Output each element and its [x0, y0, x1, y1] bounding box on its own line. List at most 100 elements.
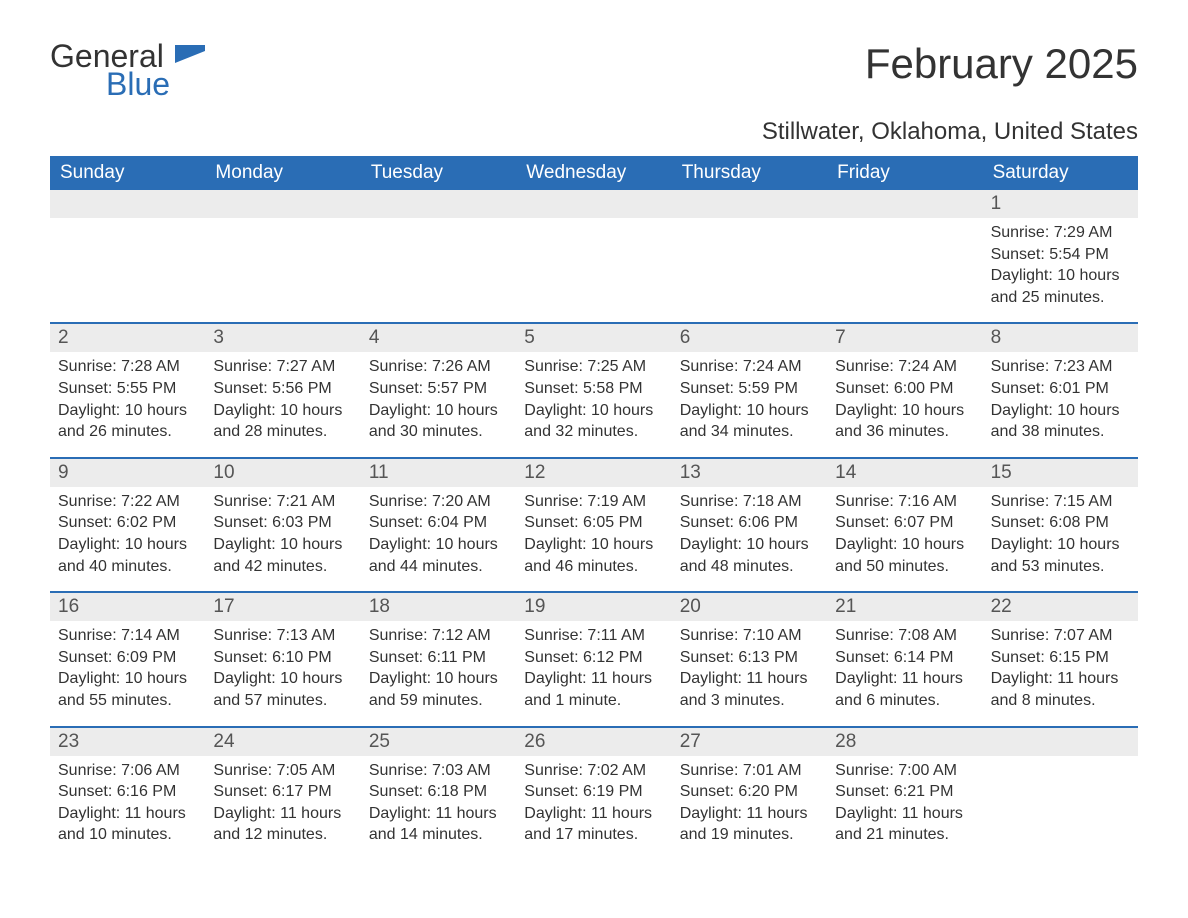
daylight-label: Daylight: 11 hours and 19 minutes. [680, 803, 819, 846]
day-number: 4 [361, 324, 516, 352]
daylight-label: Daylight: 10 hours and 53 minutes. [991, 534, 1130, 577]
logo-flag-icon [175, 38, 205, 74]
day-number: 21 [827, 593, 982, 621]
day-detail: Sunrise: 7:00 AMSunset: 6:21 PMDaylight:… [827, 756, 982, 846]
daylight-label: Daylight: 10 hours and 34 minutes. [680, 400, 819, 443]
daylight-label: Daylight: 10 hours and 30 minutes. [369, 400, 508, 443]
day-number-band: 16171819202122 [50, 591, 1138, 621]
daylight-label: Daylight: 10 hours and 55 minutes. [58, 668, 197, 711]
daylight-label: Daylight: 10 hours and 28 minutes. [213, 400, 352, 443]
day-number [516, 190, 671, 218]
sunset-label: Sunset: 6:14 PM [835, 647, 974, 669]
day-detail: Sunrise: 7:12 AMSunset: 6:11 PMDaylight:… [361, 621, 516, 711]
day-detail-row: Sunrise: 7:28 AMSunset: 5:55 PMDaylight:… [50, 352, 1138, 456]
day-number [672, 190, 827, 218]
sunset-label: Sunset: 6:17 PM [213, 781, 352, 803]
daylight-label: Daylight: 10 hours and 46 minutes. [524, 534, 663, 577]
week-row: 2345678Sunrise: 7:28 AMSunset: 5:55 PMDa… [50, 322, 1138, 456]
day-number: 12 [516, 459, 671, 487]
day-number: 24 [205, 728, 360, 756]
header: General Blue February 2025 [50, 40, 1138, 100]
day-detail [516, 218, 671, 308]
location-label: Stillwater, Oklahoma, United States [50, 118, 1138, 146]
day-number [983, 728, 1138, 756]
sunrise-label: Sunrise: 7:00 AM [835, 760, 974, 782]
sunrise-label: Sunrise: 7:27 AM [213, 356, 352, 378]
sunset-label: Sunset: 6:05 PM [524, 512, 663, 534]
day-detail [205, 218, 360, 308]
dow-saturday: Saturday [983, 156, 1138, 190]
day-number: 5 [516, 324, 671, 352]
day-number-band: 1 [50, 190, 1138, 218]
day-detail: Sunrise: 7:27 AMSunset: 5:56 PMDaylight:… [205, 352, 360, 442]
day-detail: Sunrise: 7:20 AMSunset: 6:04 PMDaylight:… [361, 487, 516, 577]
day-detail: Sunrise: 7:25 AMSunset: 5:58 PMDaylight:… [516, 352, 671, 442]
sunset-label: Sunset: 6:02 PM [58, 512, 197, 534]
day-number [205, 190, 360, 218]
sunset-label: Sunset: 6:06 PM [680, 512, 819, 534]
sunset-label: Sunset: 6:13 PM [680, 647, 819, 669]
day-detail-row: Sunrise: 7:14 AMSunset: 6:09 PMDaylight:… [50, 621, 1138, 725]
day-detail: Sunrise: 7:26 AMSunset: 5:57 PMDaylight:… [361, 352, 516, 442]
sunrise-label: Sunrise: 7:06 AM [58, 760, 197, 782]
daylight-label: Daylight: 10 hours and 57 minutes. [213, 668, 352, 711]
sunset-label: Sunset: 5:59 PM [680, 378, 819, 400]
sunset-label: Sunset: 6:07 PM [835, 512, 974, 534]
sunrise-label: Sunrise: 7:20 AM [369, 491, 508, 513]
page-title: February 2025 [865, 40, 1138, 88]
day-detail: Sunrise: 7:16 AMSunset: 6:07 PMDaylight:… [827, 487, 982, 577]
day-number: 2 [50, 324, 205, 352]
sunset-label: Sunset: 6:12 PM [524, 647, 663, 669]
day-number: 25 [361, 728, 516, 756]
sunrise-label: Sunrise: 7:21 AM [213, 491, 352, 513]
sunset-label: Sunset: 6:10 PM [213, 647, 352, 669]
title-block: February 2025 [865, 40, 1138, 88]
sunrise-label: Sunrise: 7:10 AM [680, 625, 819, 647]
sunset-label: Sunset: 6:19 PM [524, 781, 663, 803]
daylight-label: Daylight: 11 hours and 14 minutes. [369, 803, 508, 846]
sunrise-label: Sunrise: 7:28 AM [58, 356, 197, 378]
sunrise-label: Sunrise: 7:15 AM [991, 491, 1130, 513]
day-number: 13 [672, 459, 827, 487]
weeks-container: 1Sunrise: 7:29 AMSunset: 5:54 PMDaylight… [50, 190, 1138, 860]
day-detail: Sunrise: 7:15 AMSunset: 6:08 PMDaylight:… [983, 487, 1138, 577]
day-detail: Sunrise: 7:05 AMSunset: 6:17 PMDaylight:… [205, 756, 360, 846]
day-number: 1 [983, 190, 1138, 218]
sunrise-label: Sunrise: 7:11 AM [524, 625, 663, 647]
day-number-band: 2345678 [50, 322, 1138, 352]
day-detail [361, 218, 516, 308]
day-detail: Sunrise: 7:28 AMSunset: 5:55 PMDaylight:… [50, 352, 205, 442]
day-detail: Sunrise: 7:24 AMSunset: 6:00 PMDaylight:… [827, 352, 982, 442]
day-number: 18 [361, 593, 516, 621]
day-detail: Sunrise: 7:22 AMSunset: 6:02 PMDaylight:… [50, 487, 205, 577]
sunrise-label: Sunrise: 7:02 AM [524, 760, 663, 782]
day-number: 9 [50, 459, 205, 487]
day-detail: Sunrise: 7:08 AMSunset: 6:14 PMDaylight:… [827, 621, 982, 711]
day-number: 23 [50, 728, 205, 756]
day-detail: Sunrise: 7:23 AMSunset: 6:01 PMDaylight:… [983, 352, 1138, 442]
daylight-label: Daylight: 10 hours and 40 minutes. [58, 534, 197, 577]
daylight-label: Daylight: 10 hours and 25 minutes. [991, 265, 1130, 308]
day-number: 26 [516, 728, 671, 756]
day-number: 14 [827, 459, 982, 487]
daylight-label: Daylight: 11 hours and 8 minutes. [991, 668, 1130, 711]
sunset-label: Sunset: 6:09 PM [58, 647, 197, 669]
day-detail: Sunrise: 7:29 AMSunset: 5:54 PMDaylight:… [983, 218, 1138, 308]
day-number: 27 [672, 728, 827, 756]
day-detail-row: Sunrise: 7:06 AMSunset: 6:16 PM Daylight:… [50, 756, 1138, 860]
day-number [361, 190, 516, 218]
day-detail-row: Sunrise: 7:22 AMSunset: 6:02 PMDaylight:… [50, 487, 1138, 591]
day-number: 10 [205, 459, 360, 487]
sunset-label: Sunset: 6:16 PM [58, 781, 197, 803]
day-number [827, 190, 982, 218]
daylight-label: Daylight: 10 hours and 32 minutes. [524, 400, 663, 443]
day-detail: Sunrise: 7:21 AMSunset: 6:03 PMDaylight:… [205, 487, 360, 577]
day-number-band: 232425262728 [50, 726, 1138, 756]
sunset-label: Sunset: 6:03 PM [213, 512, 352, 534]
sunrise-label: Sunrise: 7:26 AM [369, 356, 508, 378]
daylight-label: Daylight: 11 hours and 1 minute. [524, 668, 663, 711]
day-detail: Sunrise: 7:01 AMSunset: 6:20 PMDaylight:… [672, 756, 827, 846]
sunrise-label: Sunrise: 7:08 AM [835, 625, 974, 647]
calendar: Sunday Monday Tuesday Wednesday Thursday… [50, 156, 1138, 860]
day-detail: Sunrise: 7:18 AMSunset: 6:06 PMDaylight:… [672, 487, 827, 577]
